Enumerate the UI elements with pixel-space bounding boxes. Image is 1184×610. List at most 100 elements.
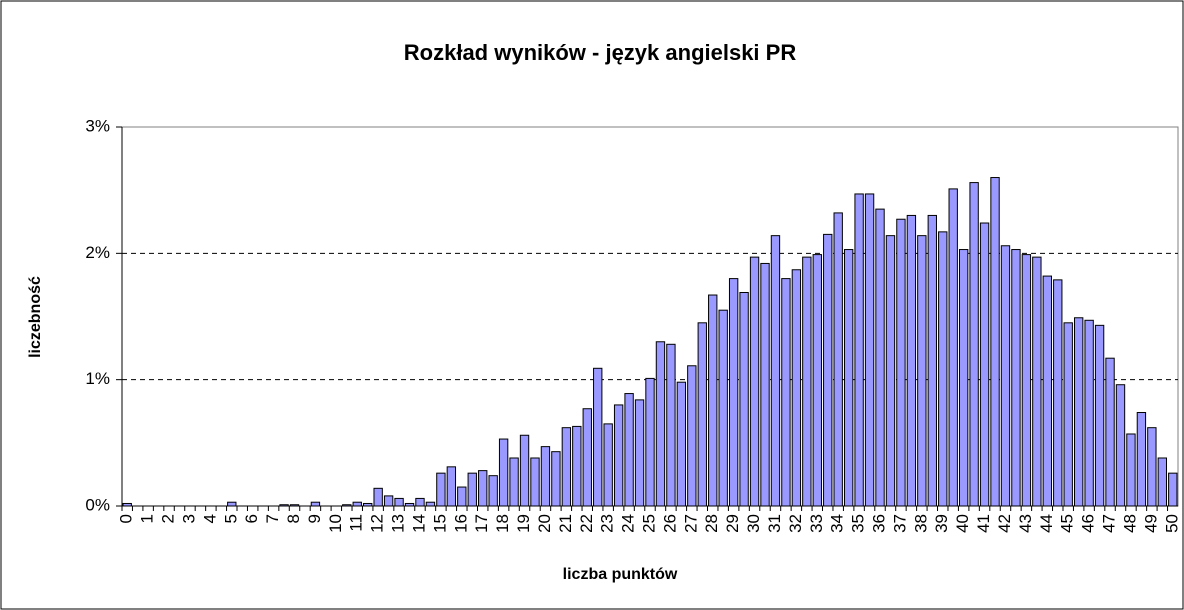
bar <box>603 423 613 507</box>
bar <box>446 466 457 507</box>
bar <box>728 278 739 507</box>
bar <box>467 472 477 507</box>
bar <box>593 367 603 507</box>
y-tick-label: 2% <box>85 243 110 262</box>
x-tick-label: 42 <box>995 514 1014 533</box>
bar <box>812 254 822 507</box>
x-tick-label: 38 <box>911 514 930 533</box>
x-tick-label: 34 <box>828 514 847 533</box>
x-tick-label: 8 <box>284 514 303 523</box>
x-tick-label: 18 <box>493 514 512 533</box>
x-tick-label: 32 <box>786 514 805 533</box>
bar <box>854 193 864 507</box>
x-tick-label: 48 <box>1120 514 1139 533</box>
x-tick-label: 50 <box>1162 514 1181 533</box>
bar <box>582 408 592 507</box>
bar <box>697 322 707 507</box>
bar <box>885 235 896 507</box>
bar <box>1021 254 1032 507</box>
bar <box>572 425 582 507</box>
chart-title: Rozkład wyników - język angielski PR <box>404 40 797 65</box>
bar <box>352 501 362 507</box>
bar <box>708 294 718 507</box>
x-tick-label: 30 <box>744 514 763 533</box>
bar <box>739 291 749 507</box>
bar <box>666 343 676 507</box>
x-tick-label: 23 <box>598 514 617 533</box>
y-axis-label: liczebność <box>27 276 44 358</box>
bar <box>781 278 791 507</box>
bar <box>310 501 321 507</box>
bar <box>1000 245 1011 507</box>
x-tick-label: 20 <box>535 514 554 533</box>
x-tick-label: 45 <box>1058 514 1077 533</box>
bar <box>749 256 760 507</box>
bar <box>457 486 467 507</box>
x-tick-label: 36 <box>870 514 889 533</box>
bar <box>864 193 875 507</box>
bar <box>373 487 383 507</box>
bar <box>676 381 687 507</box>
x-tick-label: 3 <box>179 514 198 523</box>
x-tick-label: 21 <box>556 514 575 533</box>
bar <box>551 451 561 507</box>
bar <box>948 188 958 507</box>
bar <box>1094 324 1105 507</box>
bar <box>1053 279 1063 507</box>
x-tick-label: 16 <box>451 514 470 533</box>
bar <box>843 249 854 507</box>
bar <box>634 399 645 507</box>
x-tick-label: 19 <box>514 514 533 533</box>
bar <box>927 214 937 507</box>
bar <box>394 497 404 507</box>
y-tick-label: 0% <box>85 495 110 514</box>
bar <box>969 182 979 507</box>
bar <box>540 446 551 507</box>
bar <box>958 249 969 507</box>
x-tick-label: 47 <box>1100 514 1119 533</box>
x-tick-label: 27 <box>681 514 700 533</box>
x-tick-label: 6 <box>242 514 261 523</box>
bar <box>613 404 624 507</box>
bar <box>1042 275 1052 507</box>
bar <box>1168 472 1178 507</box>
x-tick-label: 0 <box>117 514 136 523</box>
x-tick-label: 33 <box>807 514 826 533</box>
bar <box>1011 249 1021 507</box>
bar <box>1115 384 1126 507</box>
y-tick-label: 3% <box>85 116 110 135</box>
bar <box>823 233 833 507</box>
bar <box>917 235 927 507</box>
bar <box>802 256 812 507</box>
bar <box>530 457 540 507</box>
bar <box>561 427 572 507</box>
bar <box>478 470 488 507</box>
bar <box>896 218 906 507</box>
x-tick-label: 9 <box>305 514 324 523</box>
x-axis-label: liczba punktów <box>563 566 678 583</box>
x-tick-label: 35 <box>849 514 868 533</box>
bar <box>383 495 394 507</box>
bar <box>425 501 436 507</box>
bar <box>645 377 655 507</box>
bar <box>415 497 425 507</box>
bar <box>990 177 1000 507</box>
x-tick-label: 43 <box>1016 514 1035 533</box>
bar <box>1063 322 1073 507</box>
x-tick-label: 5 <box>221 514 240 523</box>
bar <box>1157 457 1167 507</box>
x-tick-label: 4 <box>200 514 219 523</box>
bar <box>718 309 728 507</box>
bar <box>875 208 885 507</box>
x-tick-label: 17 <box>472 514 491 533</box>
x-tick-label: 24 <box>619 514 638 533</box>
x-tick-label: 10 <box>326 514 345 533</box>
x-tick-label: 15 <box>430 514 449 533</box>
bar <box>833 212 843 507</box>
x-tick-label: 40 <box>953 514 972 533</box>
bar <box>498 438 509 507</box>
bar <box>1136 412 1147 507</box>
bar <box>1147 427 1157 507</box>
bar <box>770 235 781 507</box>
